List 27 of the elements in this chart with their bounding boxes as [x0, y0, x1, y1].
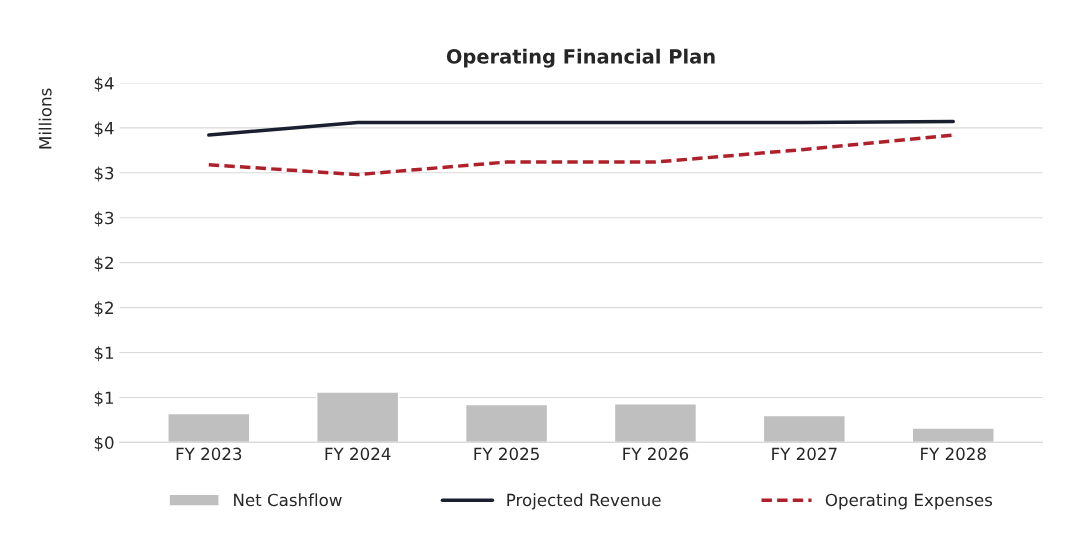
x-tick-label: FY 2025 — [474, 447, 539, 461]
chart-title: Operating Financial Plan — [446, 48, 715, 68]
bar — [167, 412, 251, 443]
x-tick-label: FY 2027 — [772, 447, 837, 461]
legend-label: Projected Revenue — [507, 493, 661, 510]
y-tick-label: $4 — [94, 121, 114, 137]
y-tick-label: $2 — [94, 301, 113, 317]
bar — [464, 403, 549, 443]
y-tick-label: $3 — [94, 166, 114, 182]
bar — [762, 414, 846, 443]
y-tick-label: $1 — [94, 346, 114, 362]
x-tick-label: FY 2024 — [325, 447, 391, 461]
y-tick-label: $3 — [94, 211, 114, 227]
y-tick-label: $1 — [94, 391, 114, 407]
bar — [911, 427, 995, 443]
bar — [613, 403, 698, 443]
y-axis-title: Millions — [38, 88, 52, 149]
y-tick-label: $0 — [94, 436, 114, 452]
x-tick-label: FY 2028 — [921, 447, 986, 461]
line-series — [207, 133, 955, 177]
y-tick-label: $4 — [94, 76, 114, 92]
legend-label: Operating Expenses — [825, 493, 993, 510]
y-tick-label: $2 — [94, 256, 113, 272]
legend-label: Net Cashflow — [234, 493, 342, 507]
bar — [316, 391, 400, 443]
x-tick-label: FY 2023 — [176, 447, 242, 461]
x-tick-label: FY 2026 — [623, 447, 689, 461]
